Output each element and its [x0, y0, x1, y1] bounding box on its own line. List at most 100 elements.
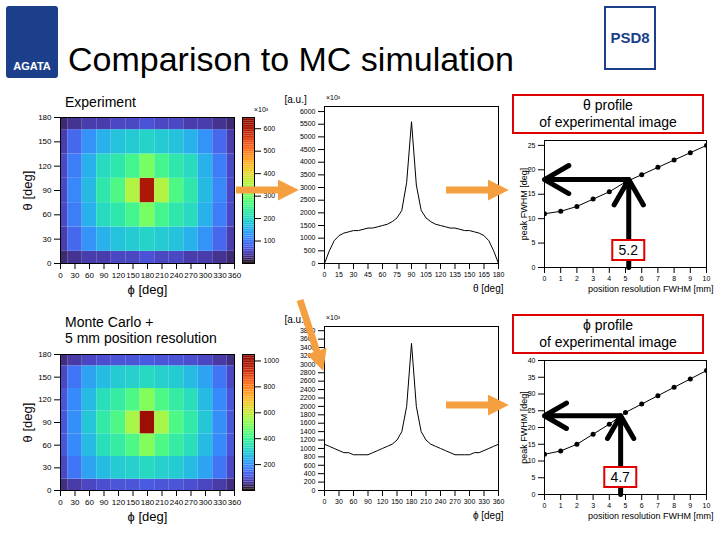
svg-text:210: 210 — [155, 498, 169, 507]
svg-text:θ [deg]: θ [deg] — [20, 403, 35, 443]
svg-text:180: 180 — [141, 498, 155, 507]
svg-text:400: 400 — [264, 170, 276, 177]
svg-text:360: 360 — [493, 498, 505, 505]
svg-text:210: 210 — [155, 271, 169, 280]
svg-text:9: 9 — [688, 502, 692, 509]
svg-text:2500: 2500 — [300, 196, 316, 203]
svg-text:3000: 3000 — [300, 361, 316, 368]
svg-text:200: 200 — [264, 215, 276, 222]
svg-text:5: 5 — [624, 275, 628, 282]
svg-text:1800: 1800 — [300, 411, 316, 418]
svg-text:300: 300 — [199, 271, 213, 280]
svg-text:5000: 5000 — [300, 133, 316, 140]
svg-text:90: 90 — [43, 186, 52, 195]
svg-text:1000: 1000 — [300, 445, 316, 452]
svg-text:30: 30 — [43, 235, 52, 244]
svg-text:5500: 5500 — [300, 120, 316, 127]
svg-text:135: 135 — [449, 271, 461, 278]
svg-text:270: 270 — [449, 498, 461, 505]
svg-text:2: 2 — [575, 275, 579, 282]
svg-text:360: 360 — [228, 271, 242, 280]
svg-text:75: 75 — [393, 271, 401, 278]
svg-text:7: 7 — [656, 275, 660, 282]
svg-text:120: 120 — [38, 162, 52, 171]
svg-text:0: 0 — [312, 260, 316, 267]
svg-text:4: 4 — [607, 502, 611, 509]
svg-text:1: 1 — [559, 502, 563, 509]
svg-text:500: 500 — [304, 247, 316, 254]
svg-text:2400: 2400 — [300, 386, 316, 393]
svg-text:30: 30 — [71, 271, 80, 280]
svg-text:240: 240 — [435, 498, 447, 505]
svg-text:240: 240 — [170, 271, 184, 280]
svg-text:360: 360 — [228, 498, 242, 507]
svg-text:10: 10 — [703, 502, 711, 509]
svg-text:100: 100 — [264, 237, 276, 244]
svg-text:150: 150 — [38, 137, 52, 146]
svg-text:45: 45 — [364, 271, 372, 278]
svg-text:60: 60 — [85, 498, 94, 507]
svg-text:8: 8 — [672, 275, 676, 282]
svg-text:150: 150 — [391, 498, 403, 505]
svg-text:30: 30 — [335, 498, 343, 505]
svg-text:270: 270 — [184, 498, 198, 507]
svg-text:peak FWHM [deg]: peak FWHM [deg] — [519, 391, 529, 464]
svg-text:330: 330 — [213, 498, 227, 507]
svg-text:150: 150 — [464, 271, 476, 278]
svg-text:30: 30 — [43, 463, 52, 472]
svg-text:120: 120 — [112, 498, 126, 507]
svg-text:90: 90 — [100, 498, 109, 507]
svg-text:30: 30 — [350, 271, 358, 278]
svg-text:6000: 6000 — [300, 108, 316, 115]
svg-text:2800: 2800 — [300, 369, 316, 376]
svg-text:0: 0 — [47, 486, 52, 495]
svg-text:3600: 3600 — [300, 335, 316, 342]
svg-text:90: 90 — [43, 418, 52, 427]
svg-text:1000: 1000 — [264, 357, 280, 364]
svg-text:60: 60 — [379, 271, 387, 278]
svg-text:25: 25 — [528, 142, 536, 149]
svg-text:2: 2 — [575, 502, 579, 509]
svg-text:90: 90 — [364, 498, 372, 505]
svg-text:600: 600 — [264, 409, 276, 416]
svg-text:0: 0 — [532, 491, 536, 498]
svg-text:position resolution FWHM [mm]: position resolution FWHM [mm] — [588, 511, 714, 521]
svg-text:3: 3 — [591, 275, 595, 282]
svg-text:15: 15 — [335, 271, 343, 278]
svg-text:35: 35 — [528, 373, 536, 380]
svg-text:800: 800 — [264, 383, 276, 390]
svg-text:3800: 3800 — [300, 327, 316, 334]
svg-text:1: 1 — [559, 275, 563, 282]
svg-text:0: 0 — [312, 487, 316, 494]
svg-text:400: 400 — [264, 435, 276, 442]
svg-text:ϕ [deg]: ϕ [deg] — [128, 509, 168, 524]
svg-text:120: 120 — [112, 271, 126, 280]
svg-text:330: 330 — [213, 271, 227, 280]
svg-text:400: 400 — [304, 470, 316, 477]
svg-text:90: 90 — [408, 271, 416, 278]
svg-text:2200: 2200 — [300, 394, 316, 401]
svg-text:3000: 3000 — [300, 184, 316, 191]
svg-text:120: 120 — [38, 395, 52, 404]
svg-text:165: 165 — [478, 271, 490, 278]
svg-text:300: 300 — [464, 498, 476, 505]
svg-text:5: 5 — [624, 502, 628, 509]
svg-text:60: 60 — [43, 441, 52, 450]
svg-text:4: 4 — [607, 275, 611, 282]
svg-text:270: 270 — [184, 271, 198, 280]
svg-text:1600: 1600 — [300, 419, 316, 426]
svg-text:90: 90 — [100, 271, 109, 280]
svg-text:0: 0 — [58, 271, 63, 280]
svg-text:150: 150 — [38, 373, 52, 382]
svg-text:120: 120 — [377, 498, 389, 505]
svg-text:240: 240 — [170, 498, 184, 507]
svg-text:θ [deg]: θ [deg] — [20, 171, 35, 211]
svg-text:8: 8 — [672, 502, 676, 509]
svg-text:2600: 2600 — [300, 377, 316, 384]
svg-text:3500: 3500 — [300, 171, 316, 178]
svg-text:3200: 3200 — [300, 352, 316, 359]
svg-text:800: 800 — [304, 453, 316, 460]
svg-text:1200: 1200 — [300, 436, 316, 443]
svg-text:9: 9 — [688, 275, 692, 282]
svg-text:0: 0 — [323, 271, 327, 278]
